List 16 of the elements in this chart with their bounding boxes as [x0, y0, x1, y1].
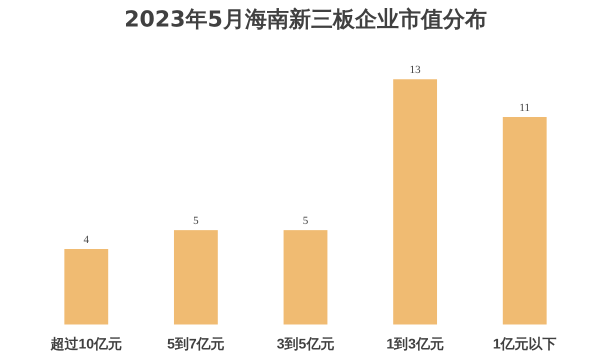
x-tick-label: 1到3亿元	[386, 336, 444, 352]
x-tick-label: 5到7亿元	[167, 336, 225, 352]
data-label: 5	[193, 215, 200, 228]
x-tick-label: 1亿元以下	[492, 336, 557, 352]
bar	[174, 230, 218, 324]
bar	[393, 79, 438, 324]
data-label: 5	[302, 215, 309, 228]
chart-title: 2023年5月海南新三板企业市值分布	[124, 6, 487, 32]
data-label: 11	[519, 102, 530, 114]
data-label: 4	[84, 234, 90, 246]
data-label: 13	[410, 64, 422, 76]
x-tick-label: 3到5亿元	[276, 336, 334, 352]
bar	[64, 249, 108, 324]
bar	[284, 230, 328, 324]
x-tick-label: 超过10亿元	[49, 336, 122, 352]
bar	[502, 116, 547, 324]
